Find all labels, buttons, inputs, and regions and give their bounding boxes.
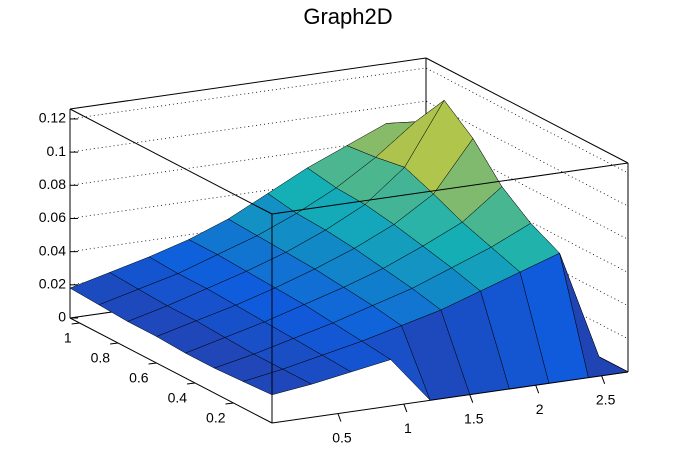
y-tick-label: 0.2 bbox=[206, 410, 226, 426]
x-tick bbox=[535, 385, 540, 394]
x-tick bbox=[601, 375, 606, 384]
x-tick bbox=[469, 394, 474, 403]
y-tick bbox=[225, 402, 234, 405]
box-edge bbox=[69, 108, 273, 215]
z-tick-label: 0.08 bbox=[39, 176, 66, 192]
chart-title: Graph2D bbox=[303, 4, 392, 29]
y-tick bbox=[186, 382, 196, 385]
y-tick bbox=[110, 342, 119, 345]
z-tick-label: 0.02 bbox=[39, 276, 66, 292]
x-tick-label: 1 bbox=[404, 420, 412, 436]
y-tick-label: 0.6 bbox=[129, 370, 149, 386]
box-edge bbox=[271, 162, 629, 215]
box-edge bbox=[69, 57, 427, 110]
x-axis bbox=[271, 371, 629, 424]
surface-cell bbox=[242, 368, 313, 396]
x-tick-label: 2.5 bbox=[596, 391, 616, 407]
y-tick-label: 0.8 bbox=[91, 350, 111, 366]
x-tick-label: 2 bbox=[536, 401, 544, 417]
z-tick-label: 0.04 bbox=[39, 242, 66, 258]
x-tick-label: 0.5 bbox=[332, 429, 352, 445]
z-tick-label: 0 bbox=[58, 309, 66, 325]
box-edge bbox=[425, 57, 629, 164]
x-tick bbox=[403, 403, 408, 413]
y-tick bbox=[71, 322, 80, 325]
z-tick-label: 0.06 bbox=[39, 209, 66, 225]
x-tick bbox=[337, 413, 342, 422]
z-tick-label: 0.12 bbox=[39, 110, 66, 126]
x-tick-label: 1.5 bbox=[464, 410, 484, 426]
z-tick-label: 0.1 bbox=[47, 143, 67, 159]
y-tick-label: 1 bbox=[64, 330, 72, 346]
y-tick-label: 0.4 bbox=[168, 390, 188, 406]
y-tick bbox=[148, 362, 157, 365]
y-axis bbox=[69, 317, 273, 424]
